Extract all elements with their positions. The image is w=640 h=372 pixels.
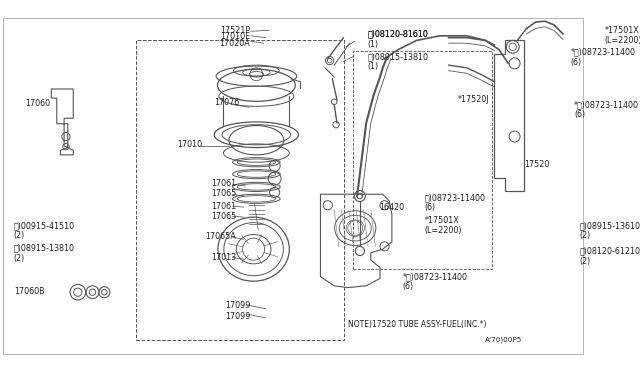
Text: 17020A: 17020A (220, 39, 250, 48)
Text: *Ⓒ)08723-11400: *Ⓒ)08723-11400 (570, 48, 636, 57)
Text: 17065: 17065 (211, 212, 236, 221)
Text: Ⓑ)08120-61210: Ⓑ)08120-61210 (580, 247, 640, 256)
Text: Ⓑ)08120-81610: Ⓑ)08120-81610 (367, 29, 428, 39)
Text: Ⓦ)08915-13610: Ⓦ)08915-13610 (580, 221, 640, 230)
Text: *Ⓒ)08723-11400: *Ⓒ)08723-11400 (403, 272, 468, 281)
Text: (L=2200): (L=2200) (425, 227, 462, 235)
Text: *17501X: *17501X (604, 26, 639, 35)
Text: (6): (6) (570, 58, 582, 67)
Text: 17060: 17060 (26, 99, 51, 108)
Text: (2): (2) (580, 257, 591, 266)
Text: Ⓦ)08915-13810: Ⓦ)08915-13810 (13, 244, 75, 253)
Text: 17065A: 17065A (205, 232, 236, 241)
Text: *Ⓒ)08723-11400: *Ⓒ)08723-11400 (574, 100, 639, 109)
Text: 17010: 17010 (177, 140, 202, 149)
Text: 17065: 17065 (211, 189, 236, 198)
Text: (6): (6) (403, 282, 414, 291)
Text: Ⓦ)00915-41510: Ⓦ)00915-41510 (13, 221, 75, 230)
Text: (2): (2) (13, 231, 25, 240)
Text: (6): (6) (425, 203, 436, 212)
Text: (1): (1) (367, 62, 378, 71)
Text: 17099: 17099 (225, 311, 251, 321)
Text: (1): (1) (367, 39, 378, 49)
Text: 17076: 17076 (214, 98, 239, 107)
Text: 17010E: 17010E (220, 32, 250, 41)
Text: (2): (2) (580, 231, 591, 240)
Text: NOTE)17520 TUBE ASSY-FUEL(INC.*): NOTE)17520 TUBE ASSY-FUEL(INC.*) (348, 320, 486, 329)
Bar (136, 39, 344, 340)
Text: Ⓒ)08723-11400: Ⓒ)08723-11400 (425, 193, 486, 202)
Text: A'70)00P5: A'70)00P5 (485, 337, 523, 343)
Text: 16420: 16420 (379, 203, 404, 212)
Text: Ⓑ)08120-81610: Ⓑ)08120-81610 (367, 29, 428, 39)
Text: 17521P: 17521P (220, 26, 250, 35)
Text: (6): (6) (574, 110, 585, 119)
Text: 17013: 17013 (211, 253, 236, 262)
Text: Ⓦ)08915-13810: Ⓦ)08915-13810 (367, 52, 428, 61)
Text: (L=2200): (L=2200) (604, 36, 640, 45)
Bar (353, 51, 492, 269)
Text: 17061: 17061 (211, 179, 236, 188)
Text: 17061: 17061 (211, 202, 236, 211)
Text: 17520: 17520 (524, 160, 549, 169)
Text: *17520J: *17520J (458, 96, 490, 105)
Text: 17099: 17099 (225, 301, 251, 311)
Text: 17060B: 17060B (13, 287, 44, 296)
Text: (2): (2) (13, 254, 25, 263)
Text: *17501X: *17501X (425, 216, 460, 225)
